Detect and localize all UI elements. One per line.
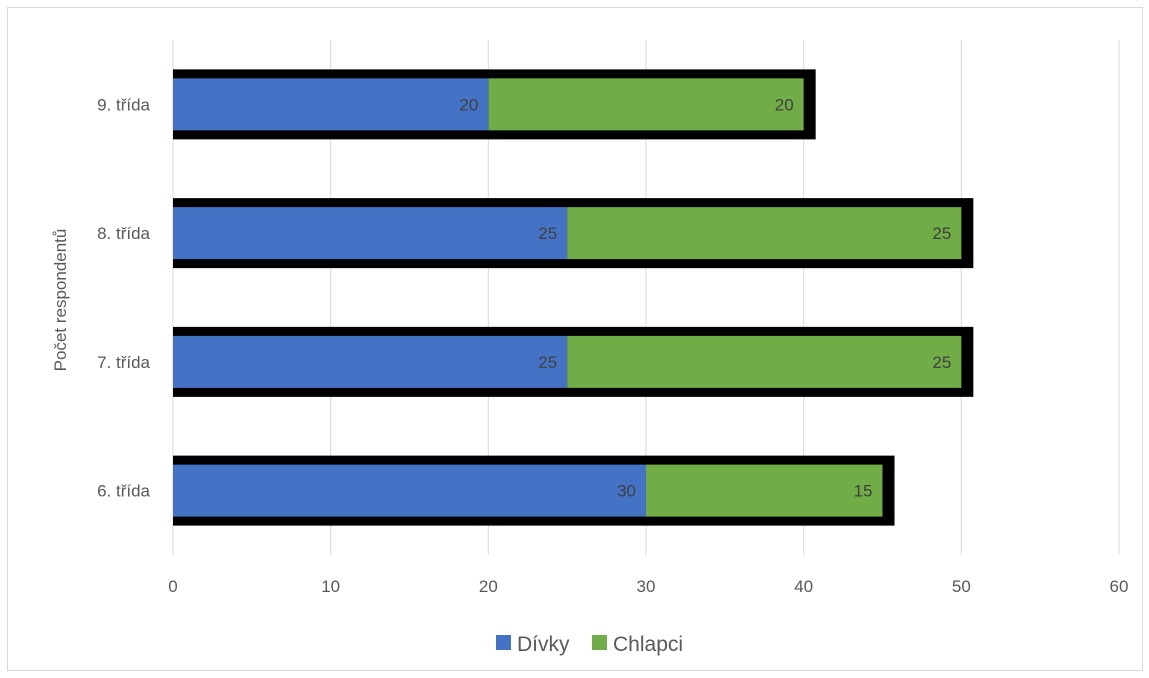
bar-segment-dívky [173, 207, 568, 260]
data-label: 30 [617, 482, 636, 501]
legend-label: Dívky [517, 633, 570, 656]
y-category-label: 6. třída [97, 482, 150, 501]
data-label: 25 [932, 224, 951, 243]
data-label: 20 [459, 95, 478, 114]
legend-swatch-chlapci [592, 635, 607, 650]
bar-segment-chlapci [567, 335, 962, 388]
y-category-label: 9. třída [97, 95, 150, 114]
legend-swatch-dívky [496, 635, 511, 650]
x-tick-label: 40 [794, 577, 813, 596]
data-label: 25 [932, 353, 951, 372]
x-tick-label: 20 [479, 577, 498, 596]
legend-label: Chlapci [613, 633, 683, 656]
data-label: 15 [854, 482, 873, 501]
bar-segment-dívky [173, 464, 646, 517]
x-tick-label: 0 [168, 577, 177, 596]
y-axis-title: Počet respondentů [51, 229, 70, 372]
bar-segment-chlapci [488, 78, 804, 131]
bar-segment-dívky [173, 78, 489, 131]
data-label: 20 [775, 95, 794, 114]
y-category-label: 7. třída [97, 353, 150, 372]
bar-segment-dívky [173, 335, 568, 388]
bar-segment-chlapci [646, 464, 883, 517]
bars: 30 15 25 25 25 25 20 20 [173, 69, 974, 526]
x-axis-ticks: 0 10 20 30 40 50 60 [168, 577, 1128, 596]
y-axis-ticks: 6. třída 7. třída 8. třída 9. třída [97, 95, 150, 500]
legend: Dívky Chlapci [496, 633, 683, 656]
bar-segment-chlapci [567, 207, 962, 260]
x-tick-label: 50 [952, 577, 971, 596]
data-label: 25 [538, 224, 557, 243]
x-tick-label: 10 [321, 577, 340, 596]
y-category-label: 8. třída [97, 224, 150, 243]
x-tick-label: 60 [1110, 577, 1129, 596]
data-label: 25 [538, 353, 557, 372]
x-tick-label: 30 [637, 577, 656, 596]
